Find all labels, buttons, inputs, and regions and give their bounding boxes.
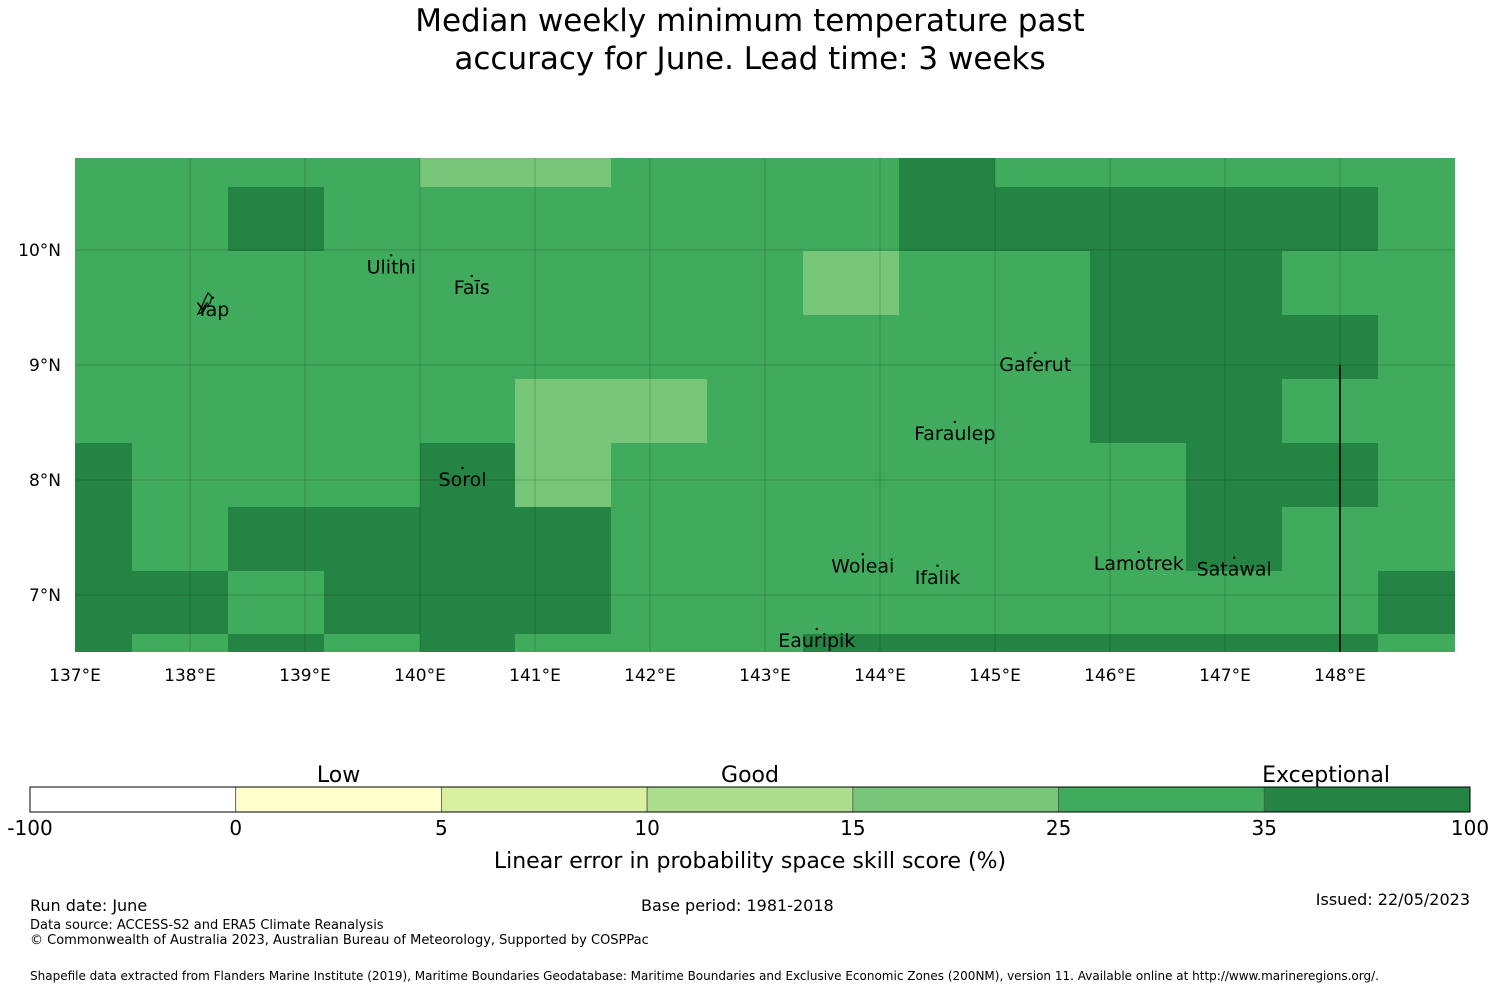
skill-cell [75,443,132,571]
colorbar-segment [646,786,854,813]
longitude-tick-label: 138°E [164,666,216,686]
place-label: Yap [196,299,230,321]
latitude-tick-label: 8°N [29,471,61,491]
place-label: Ulithi [367,256,416,278]
skill-cell [1186,507,1282,571]
colorbar-segment [441,786,648,813]
island-marker [1034,351,1037,355]
longitude-tick-label: 148°E [1314,666,1366,686]
colorbar-category-label: Low [317,763,360,788]
colorbar-tick-label: 0 [229,816,242,840]
island-marker [461,466,464,470]
skill-cell [1090,379,1282,443]
skill-cell [75,571,228,634]
island-marker [953,420,956,424]
base-period: Base period: 1981-2018 [641,896,834,915]
run-date: Run date: June [30,896,148,915]
colorbar-category-label: Good [721,763,779,788]
skill-cell [1186,443,1378,507]
skill-cell [228,187,324,251]
island-marker [815,627,818,631]
island-marker [470,274,473,278]
shapefile-credit: Shapefile data extracted from Flanders M… [30,969,1379,983]
skill-cell [420,634,515,652]
map-title-line2: accuracy for June. Lead time: 3 weeks [454,41,1046,77]
place-label: Lamotrek [1094,553,1184,575]
island-marker [861,553,864,556]
latitude-ticks: 10°N 9°N 8°N 7°N [18,241,61,606]
skill-cell [420,158,611,187]
graticule [75,158,1455,652]
place-label: Faraulep [914,423,995,445]
skill-cell [515,443,611,507]
colorbar-tick-label: 35 [1252,816,1277,840]
colorbar-axis-label: Linear error in probability space skill … [494,849,1006,874]
skill-grid [75,158,1455,652]
island-marker [936,564,939,567]
colorbar-segment [235,786,442,813]
skill-cell [228,634,324,652]
longitude-tick-label: 144°E [854,666,906,686]
colorbar-frame [29,786,1471,813]
place-label: Woleai [831,555,894,577]
place-label: Gaferut [999,354,1071,376]
island-marker [1233,556,1236,559]
latitude-tick-label: 10°N [18,241,61,261]
latitude-tick-label: 7°N [29,586,61,606]
colorbar-segment [1058,786,1265,813]
skill-cell [75,634,132,652]
skill-cell [420,443,515,507]
colorbar-tick-label: -100 [7,816,52,840]
place-label: Ifalik [915,567,961,589]
colorbar-segment [29,786,237,813]
colorbar-category-label: Exceptional [1262,763,1390,788]
skill-cell [1090,251,1282,315]
longitude-tick-label: 140°E [394,666,446,686]
skill-cell [803,634,1378,652]
colorbar-tick-label: 15 [840,816,865,840]
skill-cell [803,251,899,315]
island-marker [1137,550,1140,554]
longitude-tick-label: 146°E [1084,666,1136,686]
place-label: Satawal [1197,559,1272,581]
longitude-tick-label: 145°E [969,666,1021,686]
skill-cell [899,158,995,187]
colorbar-tick-label: 10 [634,816,659,840]
longitude-tick-label: 147°E [1199,666,1251,686]
skill-cell [228,507,611,571]
skill-cell [515,379,707,443]
colorbar-segment [852,786,1059,813]
map-title: Median weekly minimum temperature past a… [0,2,1500,78]
longitude-tick-label: 139°E [279,666,331,686]
place-label: Sorol [439,469,487,491]
yap-island-shape [196,291,213,316]
longitude-tick-label: 137°E [49,666,101,686]
longitude-tick-label: 142°E [624,666,676,686]
colorbar-tick-label: 100 [1451,816,1489,840]
colorbar: -100 0 5 10 15 25 35 100 Low Good Exceptional Linea… [7,763,1489,874]
skill-cell [899,187,1378,251]
copyright: © Commonwealth of Australia 2023, Austra… [30,933,649,948]
skill-cell [324,571,611,634]
place-label: Faīs [454,277,490,299]
place-label: Eauripik [778,630,855,652]
longitude-tick-label: 141°E [509,666,561,686]
colorbar-tick-label: 5 [435,816,448,840]
data-source: Data source: ACCESS-S2 and ERA5 Climate … [30,918,384,933]
skill-cell [1090,315,1378,379]
place-labels: Ulithi Faīs Yap Gaferut Faraulep Sorol Woleai I… [196,254,1272,652]
colorbar-tick-label: 25 [1046,816,1071,840]
latitude-tick-label: 9°N [29,356,61,376]
island-marker [390,254,393,257]
longitude-tick-label: 143°E [739,666,791,686]
skill-cell [1378,571,1455,634]
longitude-ticks: 137°E 138°E 139°E 140°E 141°E 142°E 143°E 144°E… [49,666,1366,686]
colorbar-segment [1263,786,1471,813]
issued-date: Issued: 22/05/2023 [1315,890,1470,909]
map-title-line1: Median weekly minimum temperature past [415,3,1085,39]
